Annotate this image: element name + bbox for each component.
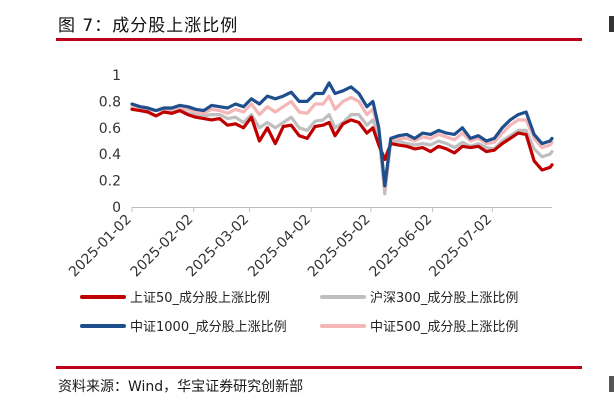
source-divider: [56, 366, 582, 369]
y-tick-label: 0.4: [99, 147, 121, 163]
plot-series: [130, 81, 554, 196]
y-tick-label: 1: [112, 68, 121, 84]
legend-label: 中证500_成分股上涨比例: [370, 320, 518, 335]
series-line: [130, 106, 554, 196]
y-tick-label: 0.6: [99, 121, 121, 137]
legend-label: 中证1000_成分股上涨比例: [130, 320, 287, 335]
y-tick-label: 0.8: [99, 94, 121, 110]
y-tick-label: 0.2: [99, 174, 121, 190]
legend-label: 沪深300_成分股上涨比例: [370, 290, 518, 306]
y-axis: 0 0.2 0.4 0.6 0.8 1: [99, 68, 121, 216]
x-tick-label: 2025-06-02: [367, 212, 436, 281]
series-line: [130, 107, 554, 172]
series-line: [130, 94, 554, 191]
y-tick-label: 0: [112, 200, 121, 216]
figure-title: 图 7：成分股上涨比例: [58, 16, 239, 36]
x-tick-label: 2025-01-02: [66, 212, 135, 281]
source-note: 资料来源：Wind，华宝证券研究创新部: [58, 379, 304, 395]
series-line: [130, 81, 554, 188]
x-tick-label: 2025-07-02: [426, 212, 495, 281]
x-axis: 2025-01-022025-02-022025-03-022025-04-02…: [66, 207, 552, 280]
x-tick-label: 2025-05-02: [305, 212, 374, 281]
title-divider: [56, 38, 582, 41]
x-tick-label: 2025-04-02: [245, 212, 314, 281]
legend-label: 上证50_成分股上涨比例: [130, 291, 270, 306]
clipped-edge-glyph-bottom: [609, 376, 614, 392]
clipped-edge-glyph-top: [609, 16, 614, 32]
